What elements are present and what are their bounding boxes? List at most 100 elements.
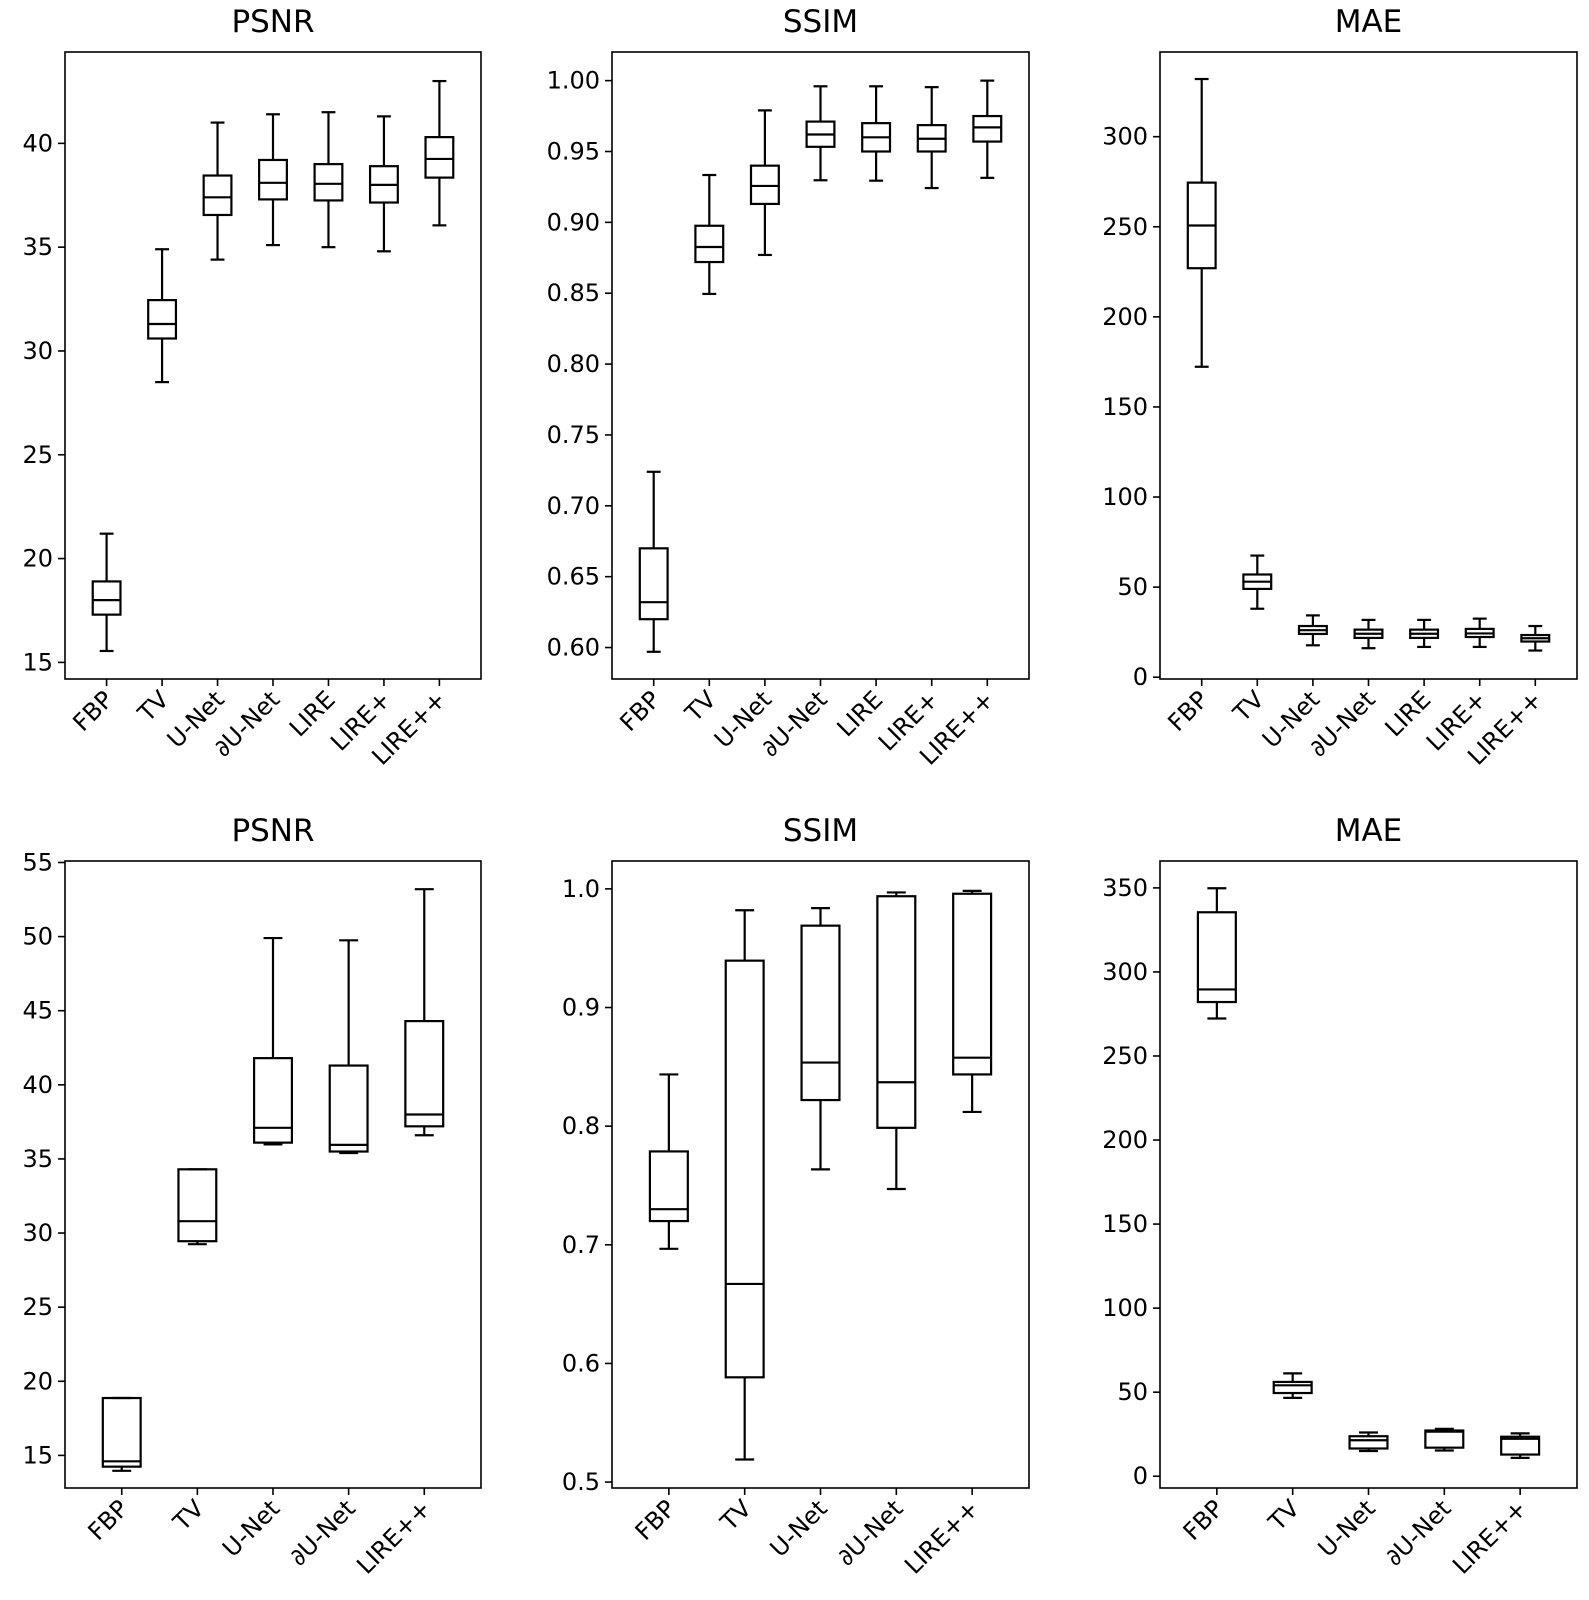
box-unet <box>258 113 288 247</box>
axes-frame <box>1159 51 1578 680</box>
y-tick-label: 25 <box>22 441 53 469</box>
y-tick-label: 100 <box>1102 483 1148 511</box>
y-tick-label: 200 <box>1102 1126 1148 1154</box>
x-tick-label: TV <box>1262 1494 1305 1537</box>
x-tick-label: FBP <box>615 685 666 736</box>
iqr-box <box>1500 1435 1541 1456</box>
iqr-box <box>328 1064 369 1153</box>
iqr-box <box>252 1057 294 1144</box>
y-tick-label: 300 <box>1102 958 1148 986</box>
box-unet <box>252 936 294 1146</box>
box-lire+ <box>916 86 947 190</box>
x-tick-label: ∂U-Net <box>284 1494 361 1571</box>
iqr-box <box>800 924 841 1102</box>
box-lire++ <box>1520 624 1551 652</box>
box-lire+ <box>368 115 399 253</box>
y-tick-label: 30 <box>22 337 53 365</box>
x-tick-label: U-Net <box>1313 1494 1381 1562</box>
x-tick-label: ∂U-Net <box>832 1494 909 1571</box>
y-tick-label: 15 <box>22 648 53 676</box>
x-tick-label: LIRE++ <box>351 1494 436 1579</box>
x-tick-label: FBP <box>1163 685 1214 736</box>
box-unet <box>876 891 917 1191</box>
y-tick-label: 0.70 <box>547 492 600 520</box>
y-tick-label: 150 <box>1102 393 1148 421</box>
y-tick-label: 40 <box>22 1071 53 1099</box>
iqr-box <box>749 164 780 206</box>
box-tv <box>147 248 178 384</box>
y-tick-label: 30 <box>22 1219 53 1247</box>
axes-frame <box>1159 860 1578 1489</box>
x-tick-label: FBP <box>67 685 118 736</box>
y-tick-label: 1.00 <box>547 67 600 95</box>
box-unet <box>1348 1431 1389 1453</box>
iqr-box <box>91 580 122 616</box>
box-unet <box>800 906 841 1171</box>
y-tick-label: 250 <box>1102 1042 1148 1070</box>
iqr-box <box>424 136 455 179</box>
box-fbp <box>648 1073 689 1250</box>
x-tick-label: TV <box>167 1494 210 1537</box>
box-tv <box>1242 554 1273 610</box>
box-fbp <box>91 532 122 653</box>
y-tick-label: 250 <box>1102 213 1148 241</box>
box-tv <box>177 1168 218 1246</box>
iqr-box <box>724 959 765 1379</box>
y-tick-label: 0.6 <box>562 1349 600 1377</box>
box-fbp <box>1196 887 1237 1020</box>
y-tick-label: 0.75 <box>547 421 600 449</box>
axes-frame <box>611 860 1030 1489</box>
box-lire++ <box>952 889 993 1114</box>
iqr-box <box>258 158 288 201</box>
iqr-box <box>202 174 233 217</box>
iqr-box <box>147 299 178 340</box>
y-tick-label: 20 <box>22 1367 53 1395</box>
x-tick-label: U-Net <box>217 1494 285 1562</box>
chart-title: PSNR <box>231 4 314 40</box>
y-tick-label: 45 <box>22 997 53 1025</box>
x-tick-label: FBP <box>1178 1494 1229 1545</box>
x-tick-label: FBP <box>83 1494 134 1545</box>
chart-title: MAE <box>1335 813 1403 849</box>
iqr-box <box>694 224 725 264</box>
iqr-box <box>177 1168 218 1243</box>
y-tick-label: 25 <box>22 1293 53 1321</box>
y-tick-label: 100 <box>1102 1294 1148 1322</box>
chart-title: PSNR <box>231 813 314 849</box>
iqr-box <box>101 1396 142 1468</box>
chart-title: SSIM <box>783 813 858 849</box>
chart-panel-bottom-mae: MAE 0 50 100 150 200 250 300 350 FBP TV U-Net∂U-Net… <box>1102 813 1578 1580</box>
x-tick-label: LIRE++ <box>899 1494 984 1579</box>
y-tick-label: 35 <box>22 233 53 261</box>
box-unet <box>328 939 369 1155</box>
x-tick-label: TV <box>132 685 175 728</box>
iqr-box <box>1272 1380 1313 1395</box>
box-lire <box>313 111 344 249</box>
chart-title: SSIM <box>783 4 858 40</box>
box-lire++ <box>1500 1432 1541 1460</box>
box-lire <box>1409 618 1440 649</box>
box-unet <box>1424 1427 1465 1452</box>
box-fbp <box>101 1396 142 1472</box>
x-tick-label: LIRE++ <box>1447 1494 1532 1579</box>
y-tick-label: 0.80 <box>547 350 600 378</box>
chart-panel-bottom-ssim: SSIM 0.5 0.6 0.7 0.8 0.9 1.0 FBP TV U-Net∂U-NetLI… <box>562 813 1030 1580</box>
y-tick-label: 350 <box>1102 874 1148 902</box>
x-tick-label: TV <box>679 685 722 728</box>
iqr-box <box>313 163 344 202</box>
box-unet <box>202 121 233 261</box>
iqr-box <box>1424 1429 1465 1449</box>
box-lire++ <box>404 888 445 1137</box>
y-tick-label: 35 <box>22 1145 53 1173</box>
y-tick-label: 300 <box>1102 123 1148 151</box>
box-lire++ <box>972 79 1003 179</box>
y-tick-label: 0.60 <box>547 634 600 662</box>
y-tick-label: 15 <box>22 1441 53 1469</box>
box-lire <box>861 85 892 182</box>
x-tick-label: ∂U-Net <box>1380 1494 1457 1571</box>
y-tick-label: 1.0 <box>562 875 600 903</box>
y-tick-label: 0.5 <box>562 1468 600 1496</box>
box-fbp <box>638 470 669 653</box>
